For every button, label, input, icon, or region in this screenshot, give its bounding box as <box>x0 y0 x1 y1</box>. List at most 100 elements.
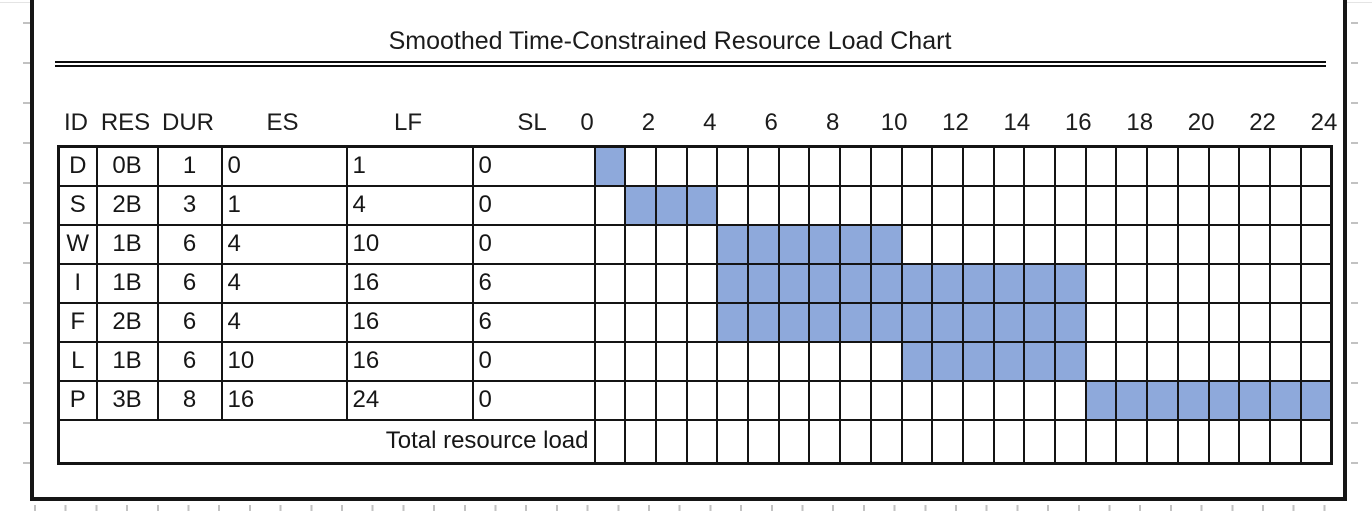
timeline-cell <box>961 418 995 465</box>
timeline-cell <box>685 301 719 343</box>
timeline-cell <box>1238 184 1271 226</box>
gantt-bar-cell <box>1299 379 1333 421</box>
cell-lf: 24 <box>345 379 474 421</box>
timeline-cell <box>1146 223 1179 265</box>
timeline-cell <box>654 301 688 343</box>
cell-res: 1B <box>95 340 159 382</box>
timeline-cell <box>1207 301 1241 343</box>
gantt-bar-cell <box>992 340 1026 382</box>
gantt-bar-cell <box>777 262 811 304</box>
timeline-cell <box>808 379 842 421</box>
timeline-cell <box>1207 340 1241 382</box>
gantt-bar-cell <box>839 223 872 265</box>
timeline-cell <box>1268 184 1302 226</box>
cell-lf: 16 <box>345 340 474 382</box>
timeline-cell <box>1023 145 1057 187</box>
timeline-cell <box>1084 145 1118 187</box>
timeline-cell <box>593 418 627 465</box>
timeline-cell <box>1084 301 1118 343</box>
timeline-cell <box>839 184 872 226</box>
timeline-cell <box>1115 145 1149 187</box>
timeline-cell <box>1054 418 1087 465</box>
gantt-bar-cell <box>808 301 842 343</box>
timeline-cell <box>992 379 1026 421</box>
gantt-bar-cell <box>931 340 964 382</box>
timeline-tick-label: 16 <box>1064 109 1092 136</box>
timeline-tick-label: 18 <box>1126 109 1154 136</box>
timeline-tick-label: 4 <box>703 109 717 136</box>
total-row: Total resource load <box>57 418 1333 465</box>
timeline-cell <box>716 418 750 465</box>
timeline-cell <box>900 418 934 465</box>
gantt-bar-cell <box>747 262 780 304</box>
timeline-cell <box>992 184 1026 226</box>
gantt-bar-cell <box>1084 379 1118 421</box>
timeline-cell <box>716 340 750 382</box>
timeline-cell <box>1238 262 1271 304</box>
timeline-cell <box>593 340 627 382</box>
gantt-bar-cell <box>685 184 719 226</box>
timeline-cell <box>869 379 903 421</box>
timeline-cell <box>1146 262 1179 304</box>
timeline-tick-label: 22 <box>1249 109 1276 136</box>
timeline-cell <box>685 223 719 265</box>
gantt-bar-cell <box>716 223 750 265</box>
gantt-bar-cell <box>869 301 903 343</box>
timeline-cell <box>685 262 719 304</box>
timeline-cell <box>992 418 1026 465</box>
timeline-cell <box>1268 418 1302 465</box>
timeline-cell <box>1299 340 1333 382</box>
timeline-cell <box>747 145 780 187</box>
timeline-tick-label: 0 <box>580 109 594 136</box>
timeline-cell <box>1207 223 1241 265</box>
timeline-cell <box>1268 223 1302 265</box>
cell-dur: 6 <box>156 340 223 382</box>
timeline-cell <box>931 379 964 421</box>
cell-res: 2B <box>95 184 159 226</box>
timeline-tick-label: 20 <box>1187 109 1215 136</box>
timeline-cell <box>624 262 657 304</box>
timeline-cell <box>654 418 688 465</box>
timeline-cell <box>992 223 1026 265</box>
timeline-cell <box>747 340 780 382</box>
timeline-cell <box>1268 145 1302 187</box>
timeline-cell <box>1207 184 1241 226</box>
timeline-cell <box>1146 145 1179 187</box>
timeline-cell <box>1176 223 1210 265</box>
cell-res: 1B <box>95 223 159 265</box>
timeline-cell <box>1054 184 1087 226</box>
timeline-cell <box>624 418 657 465</box>
timeline-cell <box>808 184 842 226</box>
gantt-bar-cell <box>624 184 657 226</box>
timeline-cell <box>593 379 627 421</box>
timeline-cell <box>839 145 872 187</box>
timeline-cell <box>808 418 842 465</box>
timeline-cell <box>1299 262 1333 304</box>
timeline-cell <box>961 223 995 265</box>
timeline-cell <box>654 379 688 421</box>
gantt-bar-cell <box>654 184 688 226</box>
timeline-cell <box>593 223 627 265</box>
timeline-cell <box>593 184 627 226</box>
timeline-tick-label: 10 <box>880 109 908 136</box>
timeline-cell <box>777 340 811 382</box>
timeline-cell <box>593 262 627 304</box>
timeline-cell <box>1268 340 1302 382</box>
timeline-cell <box>1176 262 1210 304</box>
gantt-bar-cell <box>1054 301 1087 343</box>
table-row: P 3B 8 16 24 0 <box>57 379 1333 421</box>
timeline-cell <box>808 340 842 382</box>
timeline-cell <box>900 145 934 187</box>
gantt-bar-cell <box>808 262 842 304</box>
gantt-bar-cell <box>961 340 995 382</box>
table-row: L 1B 6 10 16 0 <box>57 340 1333 382</box>
cell-id: D <box>57 145 98 187</box>
column-header-es: ES <box>266 109 299 136</box>
table-row: D 0B 1 0 1 0 <box>57 145 1333 187</box>
cell-id: F <box>57 301 98 343</box>
timeline-cell <box>1054 379 1087 421</box>
timeline-cell <box>1146 184 1179 226</box>
timeline-cell <box>747 418 780 465</box>
timeline-cell <box>1084 418 1118 465</box>
